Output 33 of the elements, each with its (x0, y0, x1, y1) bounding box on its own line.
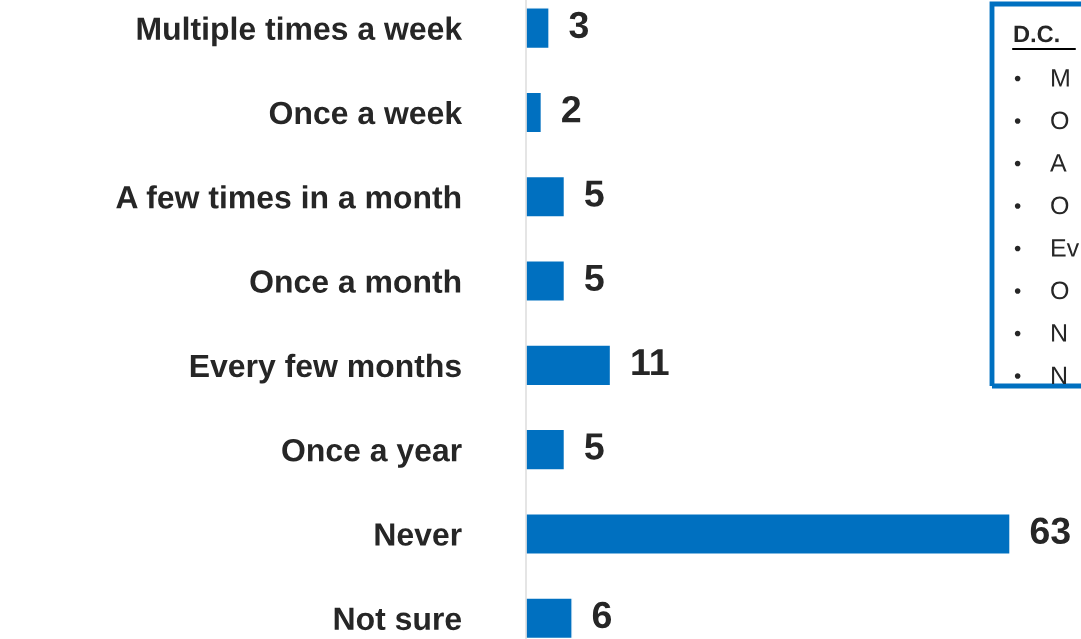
text: • N (1014, 366, 1067, 384)
y-tick-label: Every few months (190, 353, 461, 384)
data-label: 2 (562, 95, 581, 123)
bar (526, 344, 612, 387)
bar (526, 428, 566, 471)
text: D.C. (1014, 25, 1059, 43)
text: • M (1014, 69, 1069, 87)
bar (526, 7, 550, 50)
y-tick-label: Not sure (334, 607, 462, 631)
text: • O (1014, 281, 1069, 300)
data-label: 5 (585, 180, 604, 207)
data-label: 5 (585, 433, 604, 460)
data-label: 6 (592, 601, 612, 629)
bar (526, 260, 566, 302)
text: • N (1014, 324, 1067, 342)
data-label: 11 (632, 349, 669, 376)
bar (526, 91, 543, 134)
y-tick-label: Once a month (250, 269, 461, 293)
text: • A (1014, 154, 1067, 172)
data-label: 63 (1030, 517, 1070, 545)
text: • O (1014, 196, 1069, 215)
y-tick-label: Never (375, 523, 462, 546)
text: • Ev (1014, 239, 1080, 257)
data-label: 3 (569, 11, 588, 39)
bar (526, 597, 573, 639)
text: • O (1014, 111, 1069, 130)
y-tick-label: A few times in a month (116, 185, 461, 209)
bar (526, 175, 566, 218)
y-tick-label: Once a year (282, 438, 462, 468)
data-label: 5 (585, 264, 604, 292)
bar (526, 513, 1010, 555)
y-tick-label: Once a week (269, 100, 463, 125)
y-tick-label: Multiple times a week (137, 16, 463, 47)
